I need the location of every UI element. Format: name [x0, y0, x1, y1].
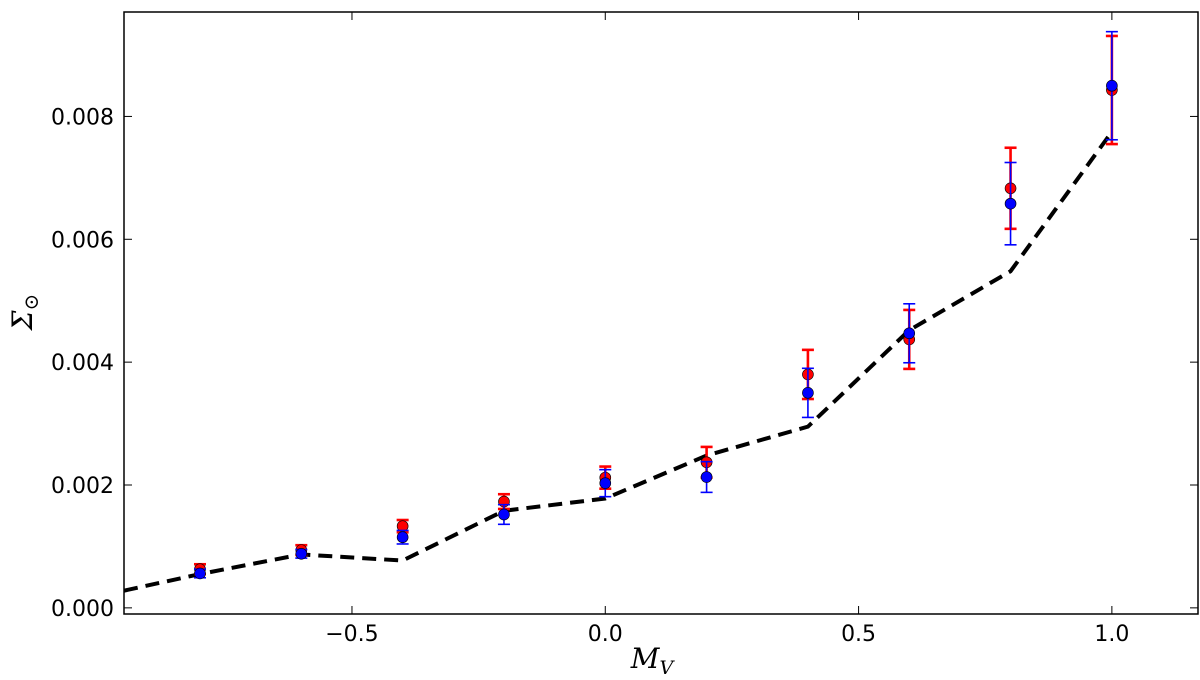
- data-point: [903, 327, 916, 340]
- x-tick-label: 0.0: [588, 622, 623, 647]
- y-tick-label: 0.002: [51, 474, 114, 499]
- x-axis-label: MV: [630, 642, 676, 679]
- data-point: [700, 471, 713, 483]
- x-tick-label: −0.5: [325, 622, 378, 647]
- x-tick-label: 0.5: [841, 622, 876, 647]
- y-axis-label-sub: ⊙: [19, 294, 43, 311]
- x-axis-label-sub: V: [659, 657, 675, 679]
- data-point: [1106, 79, 1118, 92]
- y-tick-label: 0.006: [51, 228, 114, 253]
- axis-ticks: −0.5 0.0 0.5 1.0 0.000 0.002 0.004 0.006 0.008: [51, 12, 1198, 647]
- points-layer: [193, 30, 1118, 580]
- x-axis-label-main: M: [630, 642, 661, 675]
- dashed-line-layer: [123, 130, 1114, 593]
- y-axis-label: Σ⊙: [6, 294, 43, 332]
- data-point: [194, 567, 206, 580]
- y-tick-label: 0.004: [51, 351, 114, 376]
- y-tick-label: 0.008: [51, 105, 114, 130]
- data-point: [802, 387, 814, 399]
- y-axis-label-main: Σ: [6, 310, 39, 331]
- y-tick-label: 0.000: [51, 597, 114, 622]
- data-point: [396, 531, 409, 544]
- data-point: [1004, 197, 1017, 210]
- x-tick-label: 1.0: [1094, 622, 1129, 647]
- data-point: [599, 477, 612, 489]
- plot-frame: [123, 11, 1199, 615]
- data-point: [295, 547, 308, 560]
- dashed-model-line: [123, 130, 1114, 593]
- data-point: [498, 508, 510, 521]
